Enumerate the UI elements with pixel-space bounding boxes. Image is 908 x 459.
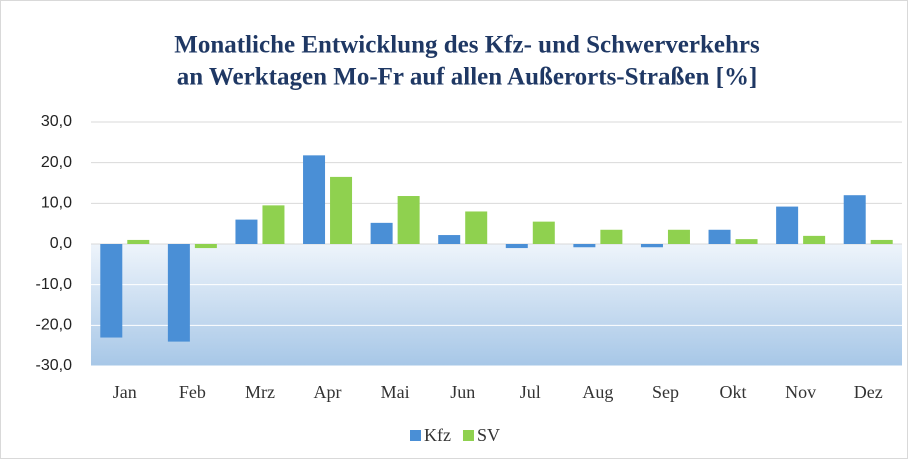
- bar: [438, 235, 461, 244]
- bar: [262, 205, 285, 244]
- x-tick-label: Aug: [582, 382, 613, 402]
- x-tick-label: Jul: [520, 382, 541, 402]
- bar: [573, 244, 596, 248]
- chart-subtitle: an Werktagen Mo-Fr auf allen Außerorts-S…: [177, 64, 758, 91]
- bar: [303, 155, 326, 244]
- x-tick-label: Apr: [314, 382, 342, 402]
- y-tick-label: -10,0: [36, 276, 73, 293]
- bar: [194, 244, 217, 249]
- x-tick-label: Jun: [450, 382, 475, 402]
- x-tick-label: Feb: [179, 382, 206, 402]
- chart-title: Monatliche Entwicklung des Kfz- und Schw…: [174, 32, 760, 59]
- y-tick-label: 30,0: [41, 113, 72, 130]
- x-tick-label: Mai: [381, 382, 410, 402]
- negative-background: [91, 244, 902, 366]
- bar: [127, 239, 150, 244]
- bar: [532, 221, 555, 244]
- x-tick-label: Mrz: [245, 382, 275, 402]
- x-tick-label: Nov: [785, 382, 816, 402]
- x-tick-label: Sep: [652, 382, 679, 402]
- bar: [776, 206, 799, 244]
- bar: [667, 229, 690, 244]
- legend-label: Kfz: [424, 425, 451, 445]
- bar: [708, 229, 731, 244]
- legend-swatch: [462, 430, 474, 441]
- legend-label: SV: [477, 425, 500, 445]
- bar: [370, 222, 393, 244]
- bar: [640, 244, 663, 248]
- y-tick-label: 0,0: [50, 235, 72, 252]
- bar: [505, 244, 528, 249]
- bar: [397, 196, 420, 244]
- bar: [803, 235, 826, 244]
- bar: [167, 244, 190, 342]
- bar: [843, 195, 866, 244]
- x-tick-label: Dez: [854, 382, 883, 402]
- bar: [100, 244, 123, 338]
- x-tick-label: Okt: [720, 382, 747, 402]
- bar: [235, 219, 258, 244]
- legend-swatch: [410, 430, 421, 441]
- y-tick-label: 20,0: [41, 154, 72, 171]
- bar: [330, 176, 353, 244]
- y-tick-label: -30,0: [36, 357, 73, 374]
- y-tick-label: -20,0: [36, 317, 73, 334]
- y-tick-label: 10,0: [41, 195, 72, 212]
- bar: [735, 239, 758, 244]
- bar: [870, 239, 893, 244]
- x-tick-label: Jan: [113, 382, 137, 402]
- bar: [600, 229, 623, 244]
- bar: [465, 211, 488, 244]
